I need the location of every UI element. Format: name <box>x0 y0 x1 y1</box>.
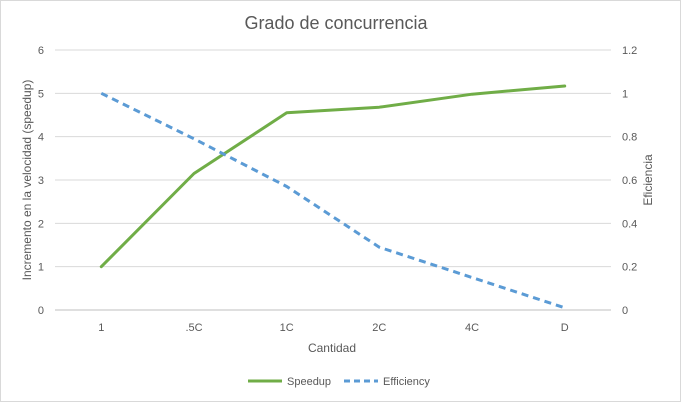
right-axis-title: Eficiencia <box>641 154 655 206</box>
left-axis-tick-label: 2 <box>38 218 44 230</box>
legend-speedup-label: Speedup <box>287 376 331 388</box>
left-axis-tick-label: 3 <box>38 175 44 187</box>
series-lines <box>99 84 567 310</box>
right-axis-tick-label: 1.2 <box>622 45 637 57</box>
right-axis-tick-label: 0.4 <box>622 218 637 230</box>
right-axis-tick-label: 0.6 <box>622 175 637 187</box>
x-axis-tick-label: 2C <box>372 322 386 334</box>
left-axis-tick-label: 6 <box>38 45 44 57</box>
legend: Speedup Efficiency <box>248 376 430 388</box>
left-axis-ticks: 0 1 2 3 4 5 6 <box>38 45 44 317</box>
chart-title: Grado de concurrencia <box>244 13 428 33</box>
left-axis-tick-label: 1 <box>38 262 44 274</box>
right-axis-tick-label: 0 <box>622 305 628 317</box>
left-axis-title: Incremento en la velocidad (speedup) <box>20 80 34 281</box>
x-axis-tick-label: 1 <box>98 322 104 334</box>
left-axis-tick-label: 0 <box>38 305 44 317</box>
series-line-efficiency <box>100 91 566 310</box>
x-axis-tick-label: 4C <box>465 322 479 334</box>
x-axis-tick-label: 1C <box>280 322 294 334</box>
gridlines <box>55 49 611 311</box>
left-axis-tick-label: 5 <box>38 88 44 100</box>
right-axis-tick-label: 1 <box>622 88 628 100</box>
x-axis-title: Cantidad <box>308 341 356 355</box>
right-axis-ticks: 0 0.2 0.4 0.6 0.8 1 1.2 <box>622 45 637 317</box>
x-axis-tick-label: .5C <box>185 322 202 334</box>
right-axis-tick-label: 0.2 <box>622 262 637 274</box>
x-axis-ticks: 1 .5C 1C 2C 4C D <box>98 322 568 334</box>
right-axis-tick-label: 0.8 <box>622 132 637 144</box>
legend-efficiency-label: Efficiency <box>383 376 430 388</box>
left-axis-tick-label: 4 <box>38 132 44 144</box>
x-axis-tick-label: D <box>561 322 569 334</box>
series-line-speedup <box>99 84 567 269</box>
